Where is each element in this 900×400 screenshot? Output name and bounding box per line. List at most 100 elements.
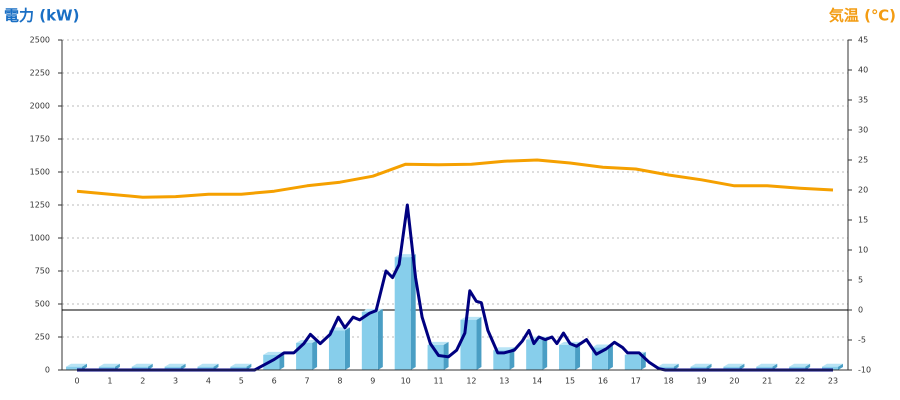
y-tick-label: 1250 <box>30 201 50 210</box>
x-tick-label: 16 <box>598 377 608 386</box>
bar <box>657 366 674 370</box>
bar-side <box>607 344 613 370</box>
bar-side <box>476 316 482 370</box>
y2-tick-label: 45 <box>858 36 868 45</box>
x-tick-label: 11 <box>433 377 443 386</box>
y-tick-label: 1000 <box>30 234 50 243</box>
bar <box>98 366 115 370</box>
x-tick-label: 5 <box>239 377 244 386</box>
y2-tick-label: 20 <box>858 186 868 195</box>
bar-side <box>542 336 548 370</box>
x-tick-label: 7 <box>305 377 310 386</box>
x-tick-label: 18 <box>664 377 674 386</box>
y-tick-label: 2500 <box>30 36 50 45</box>
x-tick-label: 1 <box>107 377 112 386</box>
bar <box>526 339 543 370</box>
y-tick-label: 250 <box>35 333 50 342</box>
bar <box>131 366 148 370</box>
bar <box>460 319 477 370</box>
x-tick-label: 10 <box>401 377 411 386</box>
bar-top <box>66 363 87 367</box>
bar-top <box>98 363 120 367</box>
line <box>76 158 834 199</box>
bar <box>723 366 740 370</box>
bar-side <box>805 363 811 370</box>
y-tick-label: 2000 <box>30 102 50 111</box>
y-tick-label: 750 <box>35 267 50 276</box>
bar-side <box>673 363 679 370</box>
y2-tick-label: 25 <box>858 156 868 165</box>
bar-side <box>410 254 416 370</box>
bar-top <box>230 363 252 367</box>
bar <box>328 330 345 370</box>
bar <box>624 354 641 370</box>
bar-side <box>377 308 383 370</box>
y2-tick-label: 35 <box>858 96 868 105</box>
y2-tick-label: 30 <box>858 126 868 135</box>
x-tick-label: 8 <box>337 377 342 386</box>
bar <box>756 366 773 370</box>
y2-tick-label: -10 <box>858 366 871 375</box>
y-tick-label: 1750 <box>30 135 50 144</box>
bar <box>164 366 181 370</box>
bar <box>197 366 214 370</box>
y2-tick-label: 15 <box>858 216 868 225</box>
y-tick-label: 500 <box>35 300 50 309</box>
bar <box>559 344 576 370</box>
x-tick-label: 23 <box>828 377 838 386</box>
y-tick-label: 1500 <box>30 168 50 177</box>
y-tick-label: 2250 <box>30 69 50 78</box>
bar-top <box>690 363 712 367</box>
x-tick-label: 2 <box>140 377 145 386</box>
x-tick-label: 20 <box>729 377 739 386</box>
x-tick-label: 9 <box>370 377 375 386</box>
bar <box>493 350 510 370</box>
bar <box>690 366 707 370</box>
bar-side <box>575 341 581 370</box>
y2-tick-label: 0 <box>858 306 863 315</box>
bar-side <box>509 347 515 370</box>
bar <box>394 257 411 370</box>
bar <box>361 311 378 370</box>
bar-top <box>789 363 811 367</box>
line <box>77 203 833 372</box>
bar-top <box>197 363 219 367</box>
x-tick-label: 15 <box>565 377 575 386</box>
x-tick-label: 21 <box>762 377 772 386</box>
y-tick-label: 0 <box>45 366 50 375</box>
y2-tick-label: -5 <box>858 336 866 345</box>
bar-side <box>312 339 318 370</box>
y2-tick-label: 10 <box>858 246 868 255</box>
x-tick-label: 19 <box>696 377 706 386</box>
bar-top <box>822 363 843 367</box>
y2-tick-label: 40 <box>858 66 868 75</box>
bar <box>822 366 838 370</box>
bar-top <box>756 363 778 367</box>
bar <box>789 366 806 370</box>
bar-side <box>344 327 350 370</box>
bar-side <box>739 363 745 370</box>
bar-side <box>838 363 843 370</box>
bar <box>230 366 247 370</box>
bar-top <box>657 363 679 367</box>
y2-axis-title: 気温 (℃) <box>829 7 896 25</box>
x-tick-label: 4 <box>206 377 211 386</box>
bar-side <box>246 363 252 370</box>
bar-top <box>493 347 515 351</box>
bar <box>427 344 444 370</box>
x-tick-label: 6 <box>272 377 277 386</box>
bar-side <box>114 363 120 370</box>
bar-top <box>164 363 186 367</box>
x-tick-label: 12 <box>466 377 476 386</box>
bar-top <box>427 341 449 345</box>
bar-top <box>131 363 153 367</box>
bar-side <box>180 363 186 370</box>
bar-side <box>706 363 712 370</box>
x-tick-label: 17 <box>631 377 641 386</box>
x-tick-label: 14 <box>532 377 542 386</box>
bar <box>66 366 82 370</box>
y-axis-title: 電力 (kW) <box>4 7 79 25</box>
bar-top <box>263 351 285 355</box>
x-tick-label: 3 <box>173 377 178 386</box>
